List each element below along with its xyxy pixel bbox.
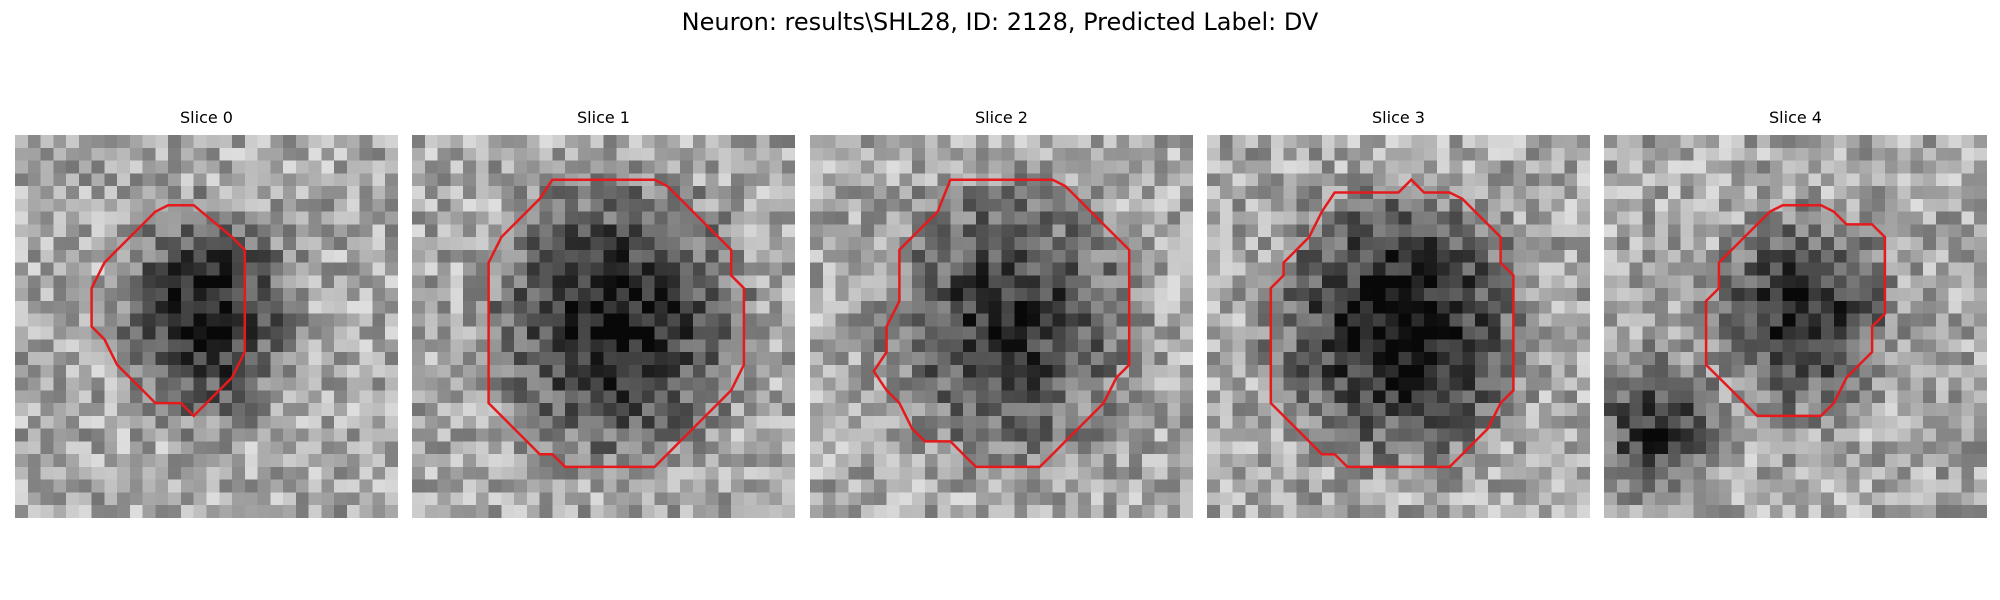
slice-panel-1: Slice 1 xyxy=(412,108,795,518)
neuron-contour xyxy=(487,178,746,469)
slice-title: Slice 0 xyxy=(180,108,233,127)
slice-title: Slice 1 xyxy=(577,108,630,127)
neuron-contour xyxy=(872,178,1131,469)
slice-contour-overlay xyxy=(1704,203,1887,418)
slice-title: Slice 3 xyxy=(1372,108,1425,127)
slice-title: Slice 2 xyxy=(975,108,1028,127)
slice-contour-overlay xyxy=(1269,177,1515,469)
slice-panel-0: Slice 0 xyxy=(15,108,398,518)
slice-image-1 xyxy=(412,135,795,518)
neuron-contour xyxy=(90,203,247,418)
figure-title: Neuron: results\SHL28, ID: 2128, Predict… xyxy=(681,8,1319,36)
slice-contour-overlay xyxy=(90,203,247,418)
neuron-contour xyxy=(1269,177,1515,469)
slice-panel-4: Slice 4 xyxy=(1604,108,1987,518)
slice-image-4 xyxy=(1604,135,1987,518)
slice-panel-3: Slice 3 xyxy=(1207,108,1590,518)
slice-title: Slice 4 xyxy=(1769,108,1822,127)
slice-image-0 xyxy=(15,135,398,518)
slice-contour-overlay xyxy=(872,178,1131,469)
slice-panel-2: Slice 2 xyxy=(810,108,1193,518)
slice-contour-overlay xyxy=(487,178,746,469)
neuron-contour xyxy=(1704,203,1887,418)
